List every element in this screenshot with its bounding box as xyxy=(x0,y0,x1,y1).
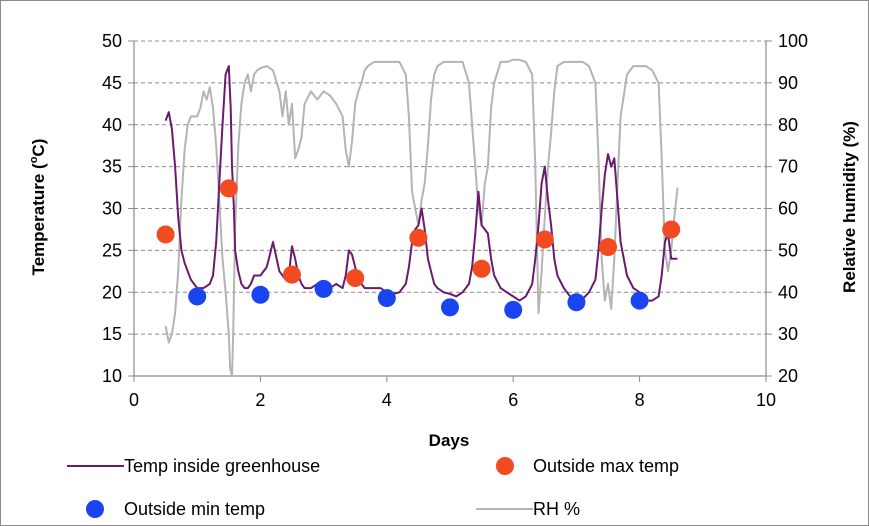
y-axis-title: Temperature (oC) xyxy=(28,139,48,276)
point-outside-max-temp xyxy=(409,228,428,247)
point-outside-min-temp xyxy=(630,291,649,310)
legend-swatch-outside-min xyxy=(86,500,104,518)
point-outside-min-temp xyxy=(377,289,396,308)
y2-tick-label: 50 xyxy=(778,240,798,260)
point-outside-max-temp xyxy=(535,230,554,249)
plot-series xyxy=(156,58,681,377)
y2-tick-label: 40 xyxy=(778,282,798,302)
y-tick-label: 30 xyxy=(102,199,122,219)
x-tick-label: 8 xyxy=(635,390,645,410)
point-outside-min-temp xyxy=(251,285,270,304)
point-outside-max-temp xyxy=(283,265,301,284)
legend-label-rh: RH % xyxy=(533,499,580,519)
y2-tick-label: 80 xyxy=(778,115,798,135)
legend-label-temp-inside: Temp inside greenhouse xyxy=(124,456,320,476)
point-outside-min-temp xyxy=(441,298,459,317)
legend: Temp inside greenhouse Outside max temp … xyxy=(67,456,679,519)
point-outside-max-temp xyxy=(346,269,365,288)
y-tick-label: 50 xyxy=(102,31,122,51)
tick-labels: 10 15 20 25 30 35 40 45 50 20 30 40 50 60 70 80 90 100 0 2 4… xyxy=(102,31,808,410)
point-outside-min-temp xyxy=(567,293,586,312)
y-tick-label: 35 xyxy=(102,157,122,177)
legend-label-outside-max: Outside max temp xyxy=(533,456,679,476)
y2-tick-label: 30 xyxy=(778,324,798,344)
x-tick-label: 4 xyxy=(382,390,392,410)
y-tick-label: 40 xyxy=(102,115,122,135)
series-line-rh xyxy=(164,58,679,377)
point-outside-min-temp xyxy=(504,300,523,319)
y-tick-label: 20 xyxy=(102,282,122,302)
point-outside-max-temp xyxy=(599,238,617,257)
y2-axis-title: Relative humidity (%) xyxy=(840,121,859,293)
y2-tick-label: 100 xyxy=(778,31,808,51)
legend-swatch-outside-max xyxy=(496,457,514,475)
y-tick-label: 45 xyxy=(102,73,122,93)
x-tick-label: 2 xyxy=(255,390,265,410)
point-outside-max-temp xyxy=(219,179,238,198)
legend-label-outside-min: Outside min temp xyxy=(124,499,265,519)
y-tick-label: 10 xyxy=(102,366,122,386)
y2-tick-label: 70 xyxy=(778,157,798,177)
point-outside-max-temp xyxy=(156,225,175,244)
point-outside-max-temp xyxy=(662,220,681,239)
y2-tick-label: 90 xyxy=(778,73,798,93)
y2-tick-label: 20 xyxy=(778,366,798,386)
y-tick-label: 25 xyxy=(102,240,122,260)
x-tick-label: 6 xyxy=(508,390,518,410)
point-outside-min-temp xyxy=(188,287,207,306)
axes xyxy=(128,40,772,382)
point-outside-min-temp xyxy=(314,279,333,298)
y2-tick-label: 60 xyxy=(778,199,798,219)
y-tick-label: 15 xyxy=(102,324,122,344)
point-outside-max-temp xyxy=(472,259,491,278)
x-tick-label: 10 xyxy=(756,390,776,410)
x-tick-label: 0 xyxy=(129,390,139,410)
x-axis-title: Days xyxy=(429,431,470,450)
